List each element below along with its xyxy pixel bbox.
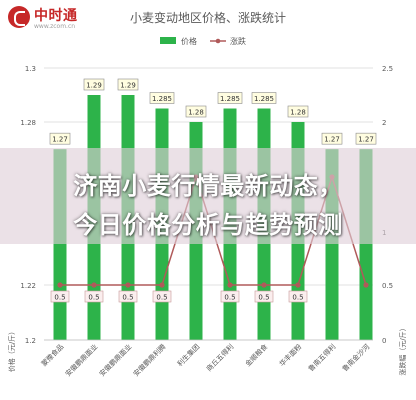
y-left-tick-label: 1.22 <box>20 282 36 290</box>
x-category-label: 安徽鹏鼎利腾 <box>131 342 167 378</box>
x-category-label: 安徽鹏鼎面业 <box>97 342 133 378</box>
y-left-tick-label: 1.3 <box>25 65 36 73</box>
x-category-label: 商丘五得利 <box>204 342 235 373</box>
change-value-box <box>84 290 104 303</box>
chart-title: 小麦变动地区价格、涨跌统计 <box>130 10 286 25</box>
x-category-label: 蒙豫食品 <box>39 342 65 368</box>
x-category-label: 鲁南五得利 <box>306 342 337 373</box>
change-marker <box>57 282 63 288</box>
headline-banner <box>0 148 416 244</box>
legend-label-price: 价格 <box>181 36 197 46</box>
x-category-label: 利生集团 <box>175 342 201 368</box>
change-marker <box>91 282 97 288</box>
bar-value-box <box>217 92 243 104</box>
change-marker <box>227 282 233 288</box>
change-value-label: 0.5 <box>156 294 167 302</box>
change-value-label: 0.5 <box>54 294 65 302</box>
bar-value-box <box>287 105 309 118</box>
bar-value-box <box>149 92 175 104</box>
change-marker <box>125 282 131 288</box>
change-value-label: 0.5 <box>292 294 303 302</box>
x-category-label: 金顺粮食 <box>243 342 269 368</box>
y-left-tick-label: 1.2 <box>25 337 36 345</box>
change-value-box <box>118 290 138 303</box>
logo: 中时通 www.zcom.cn <box>8 4 100 34</box>
bar-value-box <box>83 78 105 91</box>
legend-label-change: 涨跌 <box>230 36 246 46</box>
bar-value-box <box>117 78 139 91</box>
bar-value-box <box>251 92 277 104</box>
bar-value-label: 1.29 <box>120 82 136 90</box>
bar-value-box <box>355 132 377 145</box>
logo-url: www.zcom.cn <box>34 23 76 30</box>
change-value-label: 0.5 <box>88 294 99 302</box>
bar-value-label: 1.27 <box>358 136 374 144</box>
y-right-tick-label: 0.5 <box>382 282 393 290</box>
y-left-axis-title: 价格（元/斤） <box>7 328 16 372</box>
y-right-tick-label: 2.5 <box>382 65 393 73</box>
bar-value-label: 1.27 <box>52 136 68 144</box>
headline-line-2: 今日价格分析与趋势预测 <box>73 211 343 239</box>
change-value-label: 0.5 <box>224 294 235 302</box>
x-category-label: 安徽鹏鼎面业 <box>63 342 99 378</box>
change-value-box <box>254 290 274 303</box>
legend-swatch-price <box>160 37 176 44</box>
change-value-box <box>152 290 172 303</box>
y-left-tick-label: 1.28 <box>20 119 36 127</box>
legend-marker-change <box>215 38 221 44</box>
change-value-box <box>50 290 70 303</box>
bar-value-box <box>321 132 343 145</box>
change-marker <box>363 282 369 288</box>
bar-value-box <box>185 105 207 118</box>
bar-value-label: 1.285 <box>220 95 240 103</box>
logo-mark-icon <box>8 6 30 28</box>
x-category-label: 华丰面粉 <box>277 342 303 368</box>
change-value-box <box>220 290 240 303</box>
bar-value-label: 1.27 <box>324 136 340 144</box>
change-marker <box>295 282 301 288</box>
y-right-axis-title: 涨跌幅（元/斤） <box>398 324 407 375</box>
bar-value-box <box>49 132 71 145</box>
change-value-label: 0.5 <box>258 294 269 302</box>
bar-value-label: 1.285 <box>152 95 172 103</box>
y-right-tick-label: 2 <box>382 119 386 127</box>
bar-value-label: 1.28 <box>188 109 204 117</box>
logo-name: 中时通 <box>34 8 78 24</box>
bar-value-label: 1.29 <box>86 82 102 90</box>
change-marker <box>159 282 165 288</box>
bar-value-label: 1.28 <box>290 109 306 117</box>
x-category-label: 鲁南金沙河 <box>340 342 371 373</box>
change-value-box <box>288 290 308 303</box>
y-right-tick-label: 0 <box>382 337 386 345</box>
headline-line-1: 济南小麦行情最新动态， <box>73 172 343 200</box>
change-marker <box>261 282 267 288</box>
change-value-label: 0.5 <box>122 294 133 302</box>
bar-value-label: 1.285 <box>254 95 274 103</box>
